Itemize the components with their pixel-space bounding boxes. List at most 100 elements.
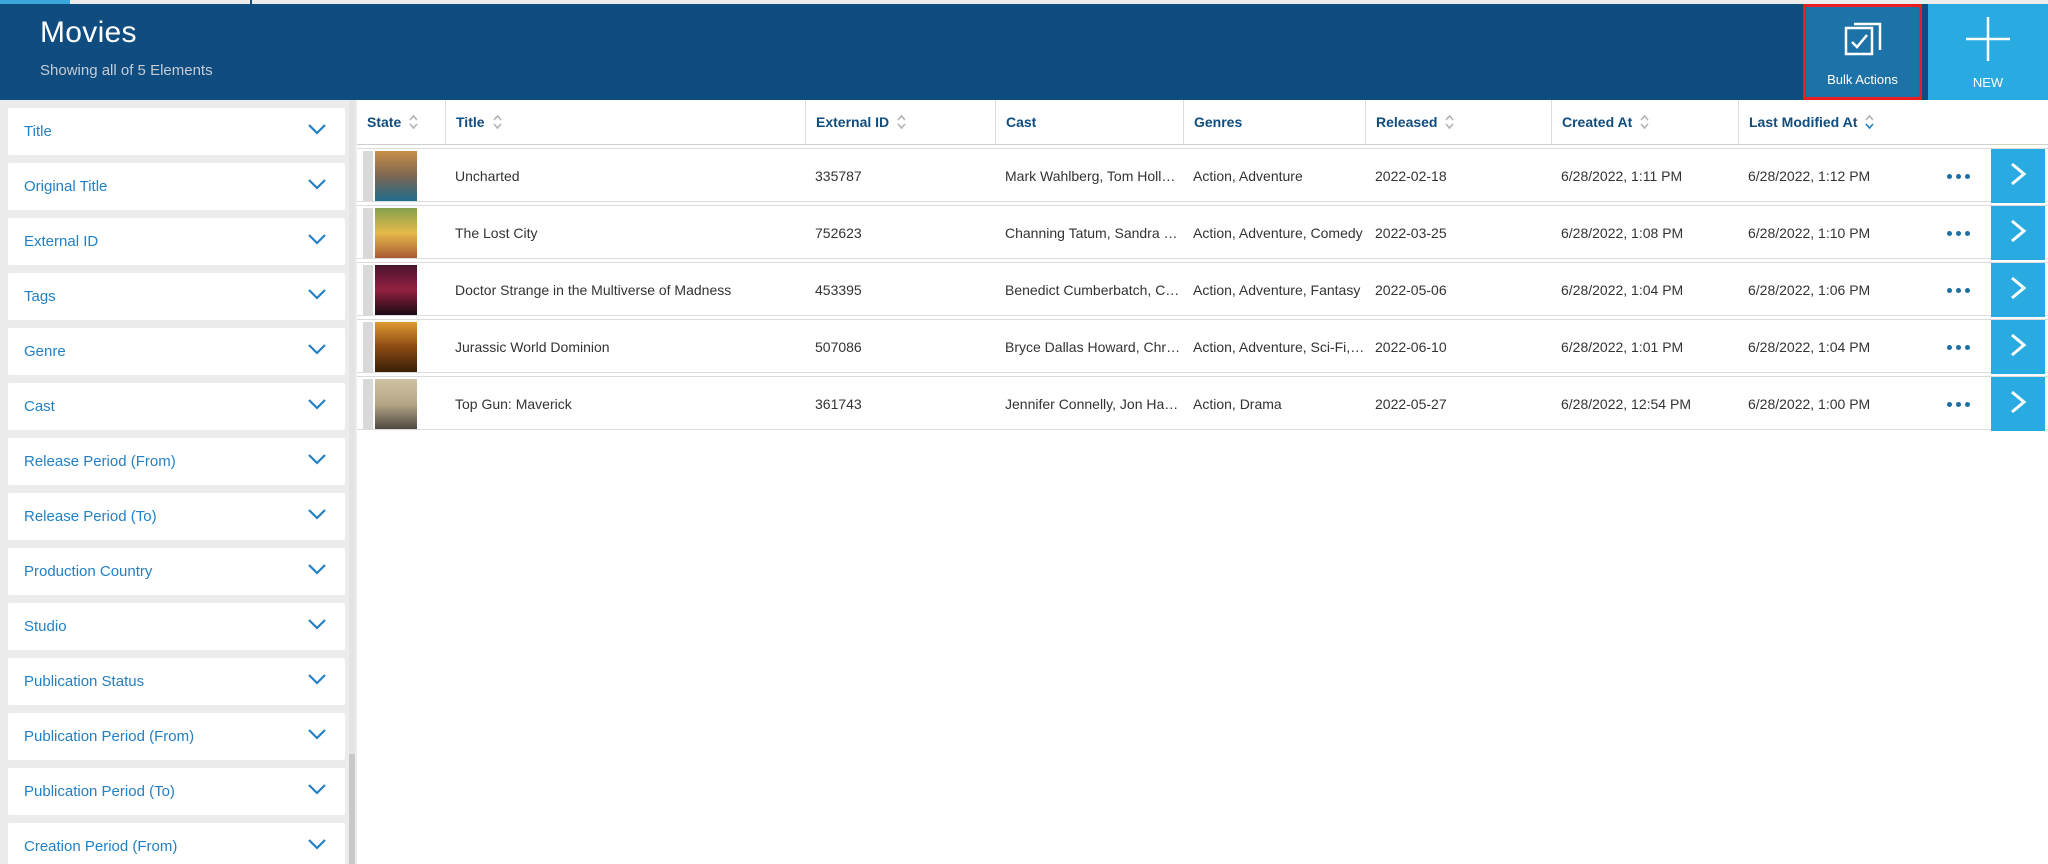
- table-row[interactable]: Doctor Strange in the Multiverse of Madn…: [357, 262, 2048, 317]
- genres-cell: Action, Adventure, Fantasy: [1193, 282, 1361, 298]
- sort-icon[interactable]: [1444, 113, 1455, 131]
- column-header[interactable]: Last Modified At: [1738, 100, 1925, 144]
- bulk-actions-icon: [1840, 18, 1886, 60]
- state-cell: [357, 377, 445, 431]
- sort-icon[interactable]: [408, 113, 419, 131]
- sidebar-filter-item[interactable]: Production Country: [8, 548, 345, 595]
- ellipsis-icon: [1946, 401, 1952, 407]
- sidebar-filter-item[interactable]: Release Period (From): [8, 438, 345, 485]
- open-row-button[interactable]: [1991, 377, 2045, 431]
- sidebar-filter-item[interactable]: Title: [8, 108, 345, 155]
- sidebar-scrollbar-thumb[interactable]: [349, 754, 355, 864]
- row-menu-button[interactable]: [1925, 149, 1991, 203]
- column-header[interactable]: External ID: [805, 100, 995, 144]
- chevron-down-icon: [307, 673, 327, 691]
- open-row-button[interactable]: [1991, 320, 2045, 374]
- last-modified-at-cell: 6/28/2022, 1:06 PM: [1748, 282, 1871, 298]
- column-header[interactable]: Genres: [1183, 100, 1365, 144]
- movies-table: State Title: [357, 100, 2048, 864]
- sidebar-filter-item[interactable]: Genre: [8, 328, 345, 375]
- genres-cell: Action, Adventure: [1193, 168, 1303, 184]
- cast-cell: Jennifer Connelly, Jon Ha…: [1005, 396, 1179, 412]
- table-body: Uncharted 335787 Mark Wahlberg, Tom Holl…: [357, 145, 2048, 431]
- chevron-down-icon: [307, 838, 327, 856]
- content-area: Title Original Title: [0, 100, 2048, 864]
- sort-icon[interactable]: [492, 113, 503, 131]
- open-row-button[interactable]: [1991, 263, 2045, 317]
- poster-thumbnail: [375, 208, 417, 258]
- genres-cell: Action, Drama: [1193, 396, 1282, 412]
- bulk-actions-button[interactable]: Bulk Actions: [1803, 4, 1922, 100]
- table-row[interactable]: Top Gun: Maverick 361743 Jennifer Connel…: [357, 376, 2048, 431]
- last-modified-at-cell: 6/28/2022, 1:04 PM: [1748, 339, 1871, 355]
- sort-icon[interactable]: [1864, 113, 1875, 131]
- table-row[interactable]: Jurassic World Dominion 507086 Bryce Dal…: [357, 319, 2048, 374]
- row-menu-button[interactable]: [1925, 320, 1991, 374]
- external-id-cell: 507086: [815, 339, 862, 355]
- created-at-cell: 6/28/2022, 1:01 PM: [1561, 339, 1684, 355]
- filter-sidebar: Title Original Title: [0, 100, 357, 864]
- chevron-down-icon: [307, 343, 327, 361]
- column-header-label: Created At: [1562, 114, 1633, 130]
- sort-icon[interactable]: [896, 113, 907, 131]
- chevron-down-icon: [307, 398, 327, 416]
- chevron-down-icon: [307, 508, 327, 526]
- filter-label: Publication Status: [24, 673, 145, 690]
- new-button[interactable]: NEW: [1928, 4, 2048, 100]
- sidebar-filter-item[interactable]: Publication Period (To): [8, 768, 345, 815]
- created-at-cell: 6/28/2022, 1:04 PM: [1561, 282, 1684, 298]
- element-count-text: Showing all of 5 Elements: [40, 62, 213, 79]
- table-row[interactable]: The Lost City 752623 Channing Tatum, San…: [357, 205, 2048, 260]
- external-id-cell: 752623: [815, 225, 862, 241]
- poster-thumbnail: [375, 379, 417, 429]
- top-strip: [0, 0, 2048, 4]
- sidebar-scrollbar[interactable]: [349, 100, 355, 864]
- chevron-down-icon: [307, 728, 327, 746]
- chevron-down-icon: [307, 783, 327, 801]
- genres-cell: Action, Adventure, Comedy: [1193, 225, 1363, 241]
- column-header-label: Cast: [1006, 114, 1037, 130]
- column-header[interactable]: Created At: [1551, 100, 1738, 144]
- sidebar-filter-item[interactable]: External ID: [8, 218, 345, 265]
- row-menu-button[interactable]: [1925, 377, 1991, 431]
- sidebar-filter-item[interactable]: Cast: [8, 383, 345, 430]
- chevron-down-icon: [307, 123, 327, 141]
- row-menu-button[interactable]: [1925, 206, 1991, 260]
- table-row[interactable]: Uncharted 335787 Mark Wahlberg, Tom Holl…: [357, 148, 2048, 203]
- chevron-down-icon: [307, 288, 327, 306]
- last-modified-at-cell: 6/28/2022, 1:10 PM: [1748, 225, 1871, 241]
- column-header[interactable]: Released: [1365, 100, 1551, 144]
- page-header: Movies Showing all of 5 Elements Bulk Ac…: [0, 4, 2048, 100]
- state-cell: [357, 149, 445, 203]
- open-row-button[interactable]: [1991, 206, 2045, 260]
- chevron-right-icon: [2009, 274, 2027, 307]
- title-cell: Doctor Strange in the Multiverse of Madn…: [455, 282, 732, 298]
- filter-label: Tags: [24, 288, 56, 305]
- column-header-label: Genres: [1194, 114, 1243, 130]
- poster-thumbnail: [375, 265, 417, 315]
- bulk-actions-label: Bulk Actions: [1827, 71, 1898, 87]
- created-at-cell: 6/28/2022, 1:11 PM: [1561, 168, 1683, 184]
- column-header[interactable]: Title: [445, 100, 805, 144]
- sidebar-filter-item[interactable]: Creation Period (From): [8, 823, 345, 864]
- sidebar-filter-item[interactable]: Publication Status: [8, 658, 345, 705]
- chevron-right-icon: [2009, 217, 2027, 250]
- sidebar-filter-item[interactable]: Studio: [8, 603, 345, 650]
- state-cell: [357, 263, 445, 317]
- chevron-right-icon: [2009, 388, 2027, 421]
- row-menu-button[interactable]: [1925, 263, 1991, 317]
- sidebar-filter-item[interactable]: Tags: [8, 273, 345, 320]
- column-header[interactable]: Cast: [995, 100, 1183, 144]
- column-header-label: Released: [1376, 114, 1438, 130]
- top-strip-progress: [0, 0, 70, 4]
- sort-icon[interactable]: [1639, 113, 1650, 131]
- filter-label: Release Period (To): [24, 508, 157, 525]
- chevron-down-icon: [307, 618, 327, 636]
- sidebar-filter-item[interactable]: Original Title: [8, 163, 345, 210]
- sidebar-filter-item[interactable]: Release Period (To): [8, 493, 345, 540]
- open-row-button[interactable]: [1991, 149, 2045, 203]
- sidebar-filter-item[interactable]: Publication Period (From): [8, 713, 345, 760]
- column-header[interactable]: State: [357, 100, 445, 144]
- state-indicator: [363, 379, 373, 429]
- column-header-spacer: [1925, 100, 2048, 144]
